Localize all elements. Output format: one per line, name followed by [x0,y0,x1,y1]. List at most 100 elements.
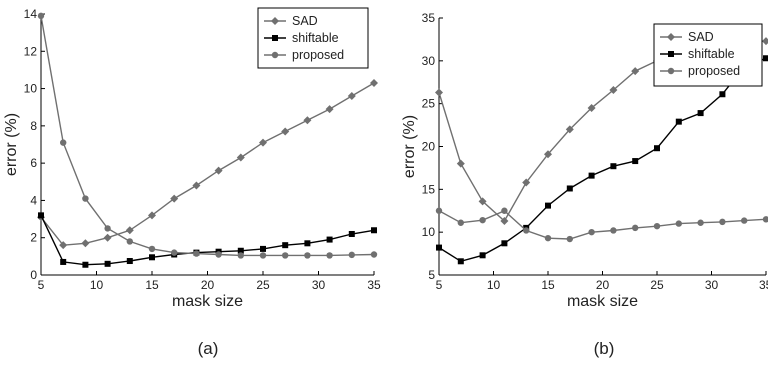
data-point-shiftable [304,240,311,247]
data-point-shiftable [675,118,682,125]
data-point-SAD [192,181,201,190]
data-point-SAD [500,217,509,226]
x-tick-label: 15 [145,278,159,292]
data-point-proposed [501,207,508,214]
data-point-proposed [566,235,573,243]
series-line-SAD [40,82,375,246]
x-axis-label: mask size [567,293,638,310]
x-tick-label: 25 [256,278,270,292]
x-tick-label: 35 [367,278,381,292]
data-point-proposed [653,222,661,230]
data-point-proposed [741,217,748,224]
data-point-proposed [82,195,89,202]
legend-marker-proposed [271,51,279,59]
data-point-SAD [81,239,90,248]
data-point-SAD [259,138,267,147]
data-point-SAD [347,92,356,101]
data-point-proposed [171,249,178,256]
data-point-shiftable [82,261,89,268]
data-point-proposed [104,225,111,232]
series-line-shiftable [40,214,375,266]
y-tick-label: 2 [30,231,37,245]
series-SAD [37,78,378,250]
y-tick-label: 0 [30,268,37,282]
data-point-shiftable [588,172,595,179]
data-point-SAD [478,197,487,206]
y-tick-label: 10 [422,225,436,239]
y-tick-label: 35 [422,11,436,25]
chart-panel-b: 5 10 15 20 25 30 35 5 10 15 20 25 30 35 mask size error… [401,11,768,358]
data-point-SAD [125,226,134,235]
data-point-shiftable [38,212,44,219]
data-point-shiftable [479,252,486,259]
data-point-SAD [435,88,443,97]
data-point-shiftable [126,258,133,265]
data-point-SAD [303,116,312,125]
data-point-proposed [523,227,530,234]
data-point-proposed [60,139,67,146]
x-tick-label: 25 [650,278,664,292]
data-point-shiftable [260,245,266,252]
data-point-proposed [697,219,704,226]
data-point-proposed [370,251,378,258]
data-point-shiftable [326,236,333,243]
data-point-proposed [326,252,333,259]
data-point-proposed [675,220,682,227]
data-point-proposed [435,207,443,214]
data-point-shiftable [282,242,289,249]
data-point-shiftable [104,260,111,267]
data-point-shiftable [436,244,442,251]
data-point-shiftable [763,55,768,62]
legend-label-shiftable: shiftable [292,31,339,45]
data-point-shiftable [501,240,508,247]
x-tick-label: 15 [541,278,555,292]
series-shiftable [38,212,377,268]
panel-caption: (b) [594,339,615,358]
data-point-proposed [348,251,355,259]
legend-marker-shiftable [272,35,278,41]
data-point-shiftable [566,185,573,192]
series-line-proposed [438,209,767,240]
x-tick-label: 10 [90,278,104,292]
series-proposed [435,207,768,243]
y-axis-label: error (%) [401,115,418,178]
data-point-SAD [587,103,596,112]
legend-label-shiftable: shiftable [688,47,735,61]
data-point-shiftable [545,202,551,209]
data-point-shiftable [610,163,617,170]
data-point-SAD [236,153,245,162]
data-point-SAD [170,194,179,203]
data-point-proposed [126,238,133,245]
x-tick-label: 20 [596,278,610,292]
data-point-proposed [37,12,45,20]
legend-marker-shiftable [668,51,674,57]
x-tick-label: 20 [201,278,215,292]
series-shiftable [436,55,768,265]
data-point-shiftable [697,110,704,117]
legend: SAD shiftable proposed [257,7,369,69]
legend-marker-SAD [667,33,675,41]
data-point-SAD [762,37,768,46]
y-tick-label: 6 [30,156,37,170]
legend: SAD shiftable proposed [653,23,763,87]
legend-label-SAD: SAD [292,14,318,28]
y-tick-label: 12 [24,44,38,58]
data-point-shiftable [149,254,155,261]
series-proposed [37,12,378,259]
series-line-shiftable [438,57,767,263]
data-point-SAD [565,125,574,134]
data-point-SAD [103,233,112,242]
x-tick-label: 30 [312,278,326,292]
data-point-SAD [631,67,640,76]
data-point-SAD [214,166,223,175]
y-tick-label: 14 [24,7,38,21]
data-point-proposed [632,224,639,232]
x-tick-label: 5 [436,278,443,292]
y-axis-label: error (%) [3,113,20,176]
data-point-SAD [281,127,290,136]
x-tick-label: 30 [705,278,719,292]
x-tick-label: 10 [487,278,501,292]
legend-label-proposed: proposed [688,64,740,78]
y-tick-label: 5 [428,268,435,282]
